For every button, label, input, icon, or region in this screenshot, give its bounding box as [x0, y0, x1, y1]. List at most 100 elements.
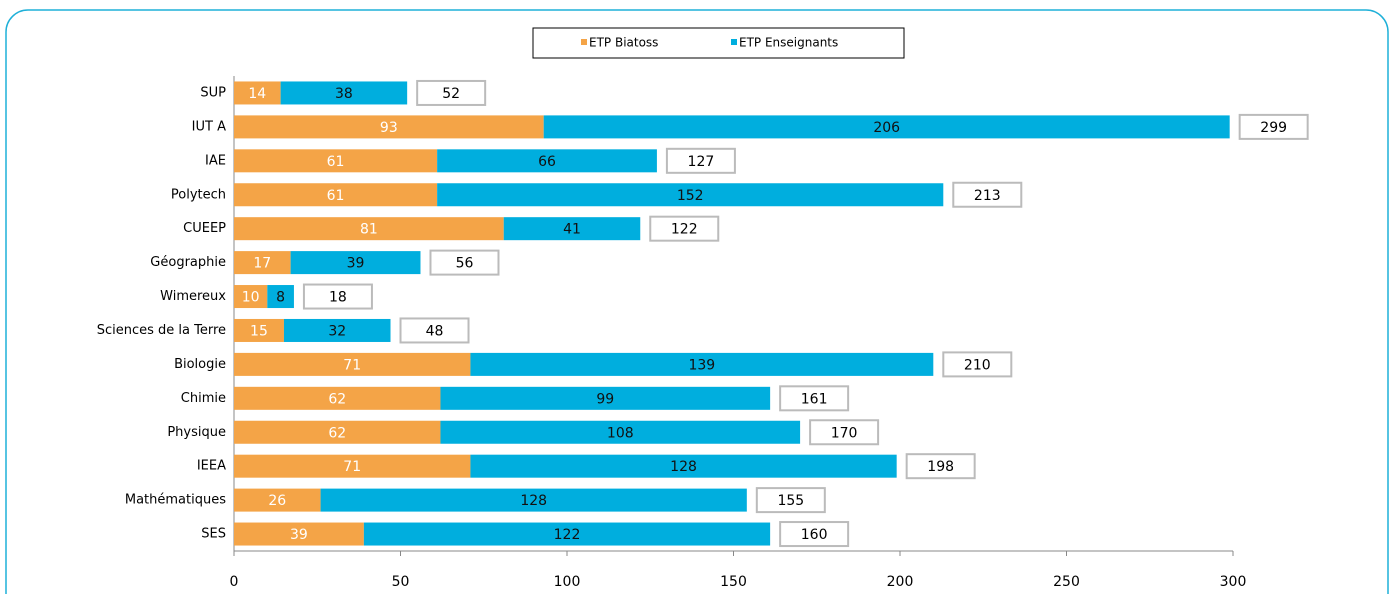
bar-segment	[543, 115, 1230, 139]
bar-label: 8	[276, 290, 285, 306]
y-tick-label: IAE	[205, 153, 226, 168]
total-box	[779, 521, 850, 548]
total-label: 161	[801, 391, 828, 407]
bar-segment	[234, 115, 544, 139]
y-tick-label: Sciences de la Terre	[97, 323, 226, 338]
bar-segment	[234, 386, 441, 410]
total-label: 52	[442, 86, 460, 102]
total-label: 56	[456, 256, 474, 272]
total-label: 18	[329, 290, 347, 306]
total-label: 48	[426, 323, 444, 339]
x-tick-label: 50	[392, 574, 410, 590]
bar-segment	[234, 318, 284, 342]
y-tick-label: Wimereux	[160, 289, 226, 304]
bar-label: 66	[538, 154, 556, 170]
legend-label: ETP Biatoss	[589, 36, 658, 50]
bar-segment	[290, 251, 421, 275]
bar-label: 93	[380, 120, 398, 136]
total-box	[755, 487, 826, 514]
bar-label: 41	[563, 222, 581, 238]
total-box	[416, 79, 487, 106]
bar-label: 108	[607, 425, 634, 441]
bar-label: 122	[554, 527, 581, 543]
bar-segment	[234, 183, 438, 207]
bar-label: 206	[873, 120, 900, 136]
bar-segment	[470, 352, 934, 376]
bar-label: 61	[327, 188, 345, 204]
total-box	[779, 385, 850, 412]
bar-label: 71	[343, 357, 361, 373]
total-box	[952, 181, 1023, 208]
bar-label: 38	[335, 86, 353, 102]
bar-label: 62	[328, 425, 346, 441]
bar-segment	[234, 488, 321, 512]
y-tick-label: Polytech	[171, 187, 226, 202]
bar-segment	[437, 183, 944, 207]
total-label: 155	[777, 493, 804, 509]
bar-label: 99	[596, 391, 614, 407]
bar-label: 71	[343, 459, 361, 475]
bar-segment	[267, 285, 294, 309]
bar-label: 39	[347, 256, 365, 272]
legend-swatch	[731, 39, 737, 45]
bar-label: 14	[248, 86, 266, 102]
x-tick-label: 0	[230, 574, 239, 590]
total-label: 210	[964, 357, 991, 373]
bar-label: 61	[327, 154, 345, 170]
y-tick-label: SES	[201, 527, 226, 542]
bar-segment	[280, 81, 408, 105]
bar-segment	[234, 81, 281, 105]
bar-label: 128	[520, 493, 547, 509]
bar-segment	[234, 149, 438, 173]
total-box	[399, 317, 470, 344]
total-box	[905, 453, 976, 480]
y-tick-label: IUT A	[192, 119, 226, 134]
bar-segment	[320, 488, 747, 512]
bar-segment	[440, 420, 801, 444]
bar-segment	[440, 386, 771, 410]
bar-segment	[234, 454, 471, 478]
total-label: 160	[801, 527, 828, 543]
x-tick-label: 150	[720, 574, 747, 590]
y-tick-label: Chimie	[181, 391, 226, 406]
y-tick-label: Mathématiques	[125, 493, 226, 508]
bar-label: 152	[677, 188, 704, 204]
total-label: 170	[831, 425, 858, 441]
y-tick-label: SUP	[200, 85, 226, 100]
total-box	[665, 147, 736, 174]
total-label: 299	[1260, 120, 1287, 136]
y-tick-label: Géographie	[150, 255, 226, 270]
total-box	[1238, 113, 1309, 140]
total-label: 213	[974, 188, 1001, 204]
bar-segment	[234, 352, 471, 376]
x-tick-label: 200	[887, 574, 914, 590]
bar-segment	[437, 149, 657, 173]
x-tick-label: 300	[1220, 574, 1247, 590]
bar-label: 10	[242, 290, 260, 306]
bar-segment	[234, 285, 268, 309]
bar-label: 17	[253, 256, 271, 272]
bar-label: 81	[360, 222, 378, 238]
total-box	[302, 283, 373, 310]
frame	[5, 9, 1389, 594]
bar-label: 32	[328, 323, 346, 339]
bar-label: 39	[290, 527, 308, 543]
total-box	[809, 419, 880, 446]
bar-segment	[363, 522, 771, 546]
total-box	[429, 249, 500, 276]
total-label: 122	[671, 222, 698, 238]
total-label: 127	[688, 154, 715, 170]
y-tick-label: CUEEP	[183, 221, 226, 236]
y-tick-label: Physique	[167, 425, 226, 440]
bar-segment	[470, 454, 897, 478]
legend-label: ETP Enseignants	[739, 36, 838, 50]
x-tick-label: 100	[554, 574, 581, 590]
bar-segment	[234, 217, 504, 241]
bar-label: 62	[328, 391, 346, 407]
legend-swatch	[581, 39, 587, 45]
bar-segment	[234, 522, 364, 546]
y-tick-label: IEEA	[197, 459, 226, 474]
total-box	[942, 351, 1013, 378]
legend-box	[532, 27, 905, 59]
bar-label: 139	[688, 357, 715, 373]
